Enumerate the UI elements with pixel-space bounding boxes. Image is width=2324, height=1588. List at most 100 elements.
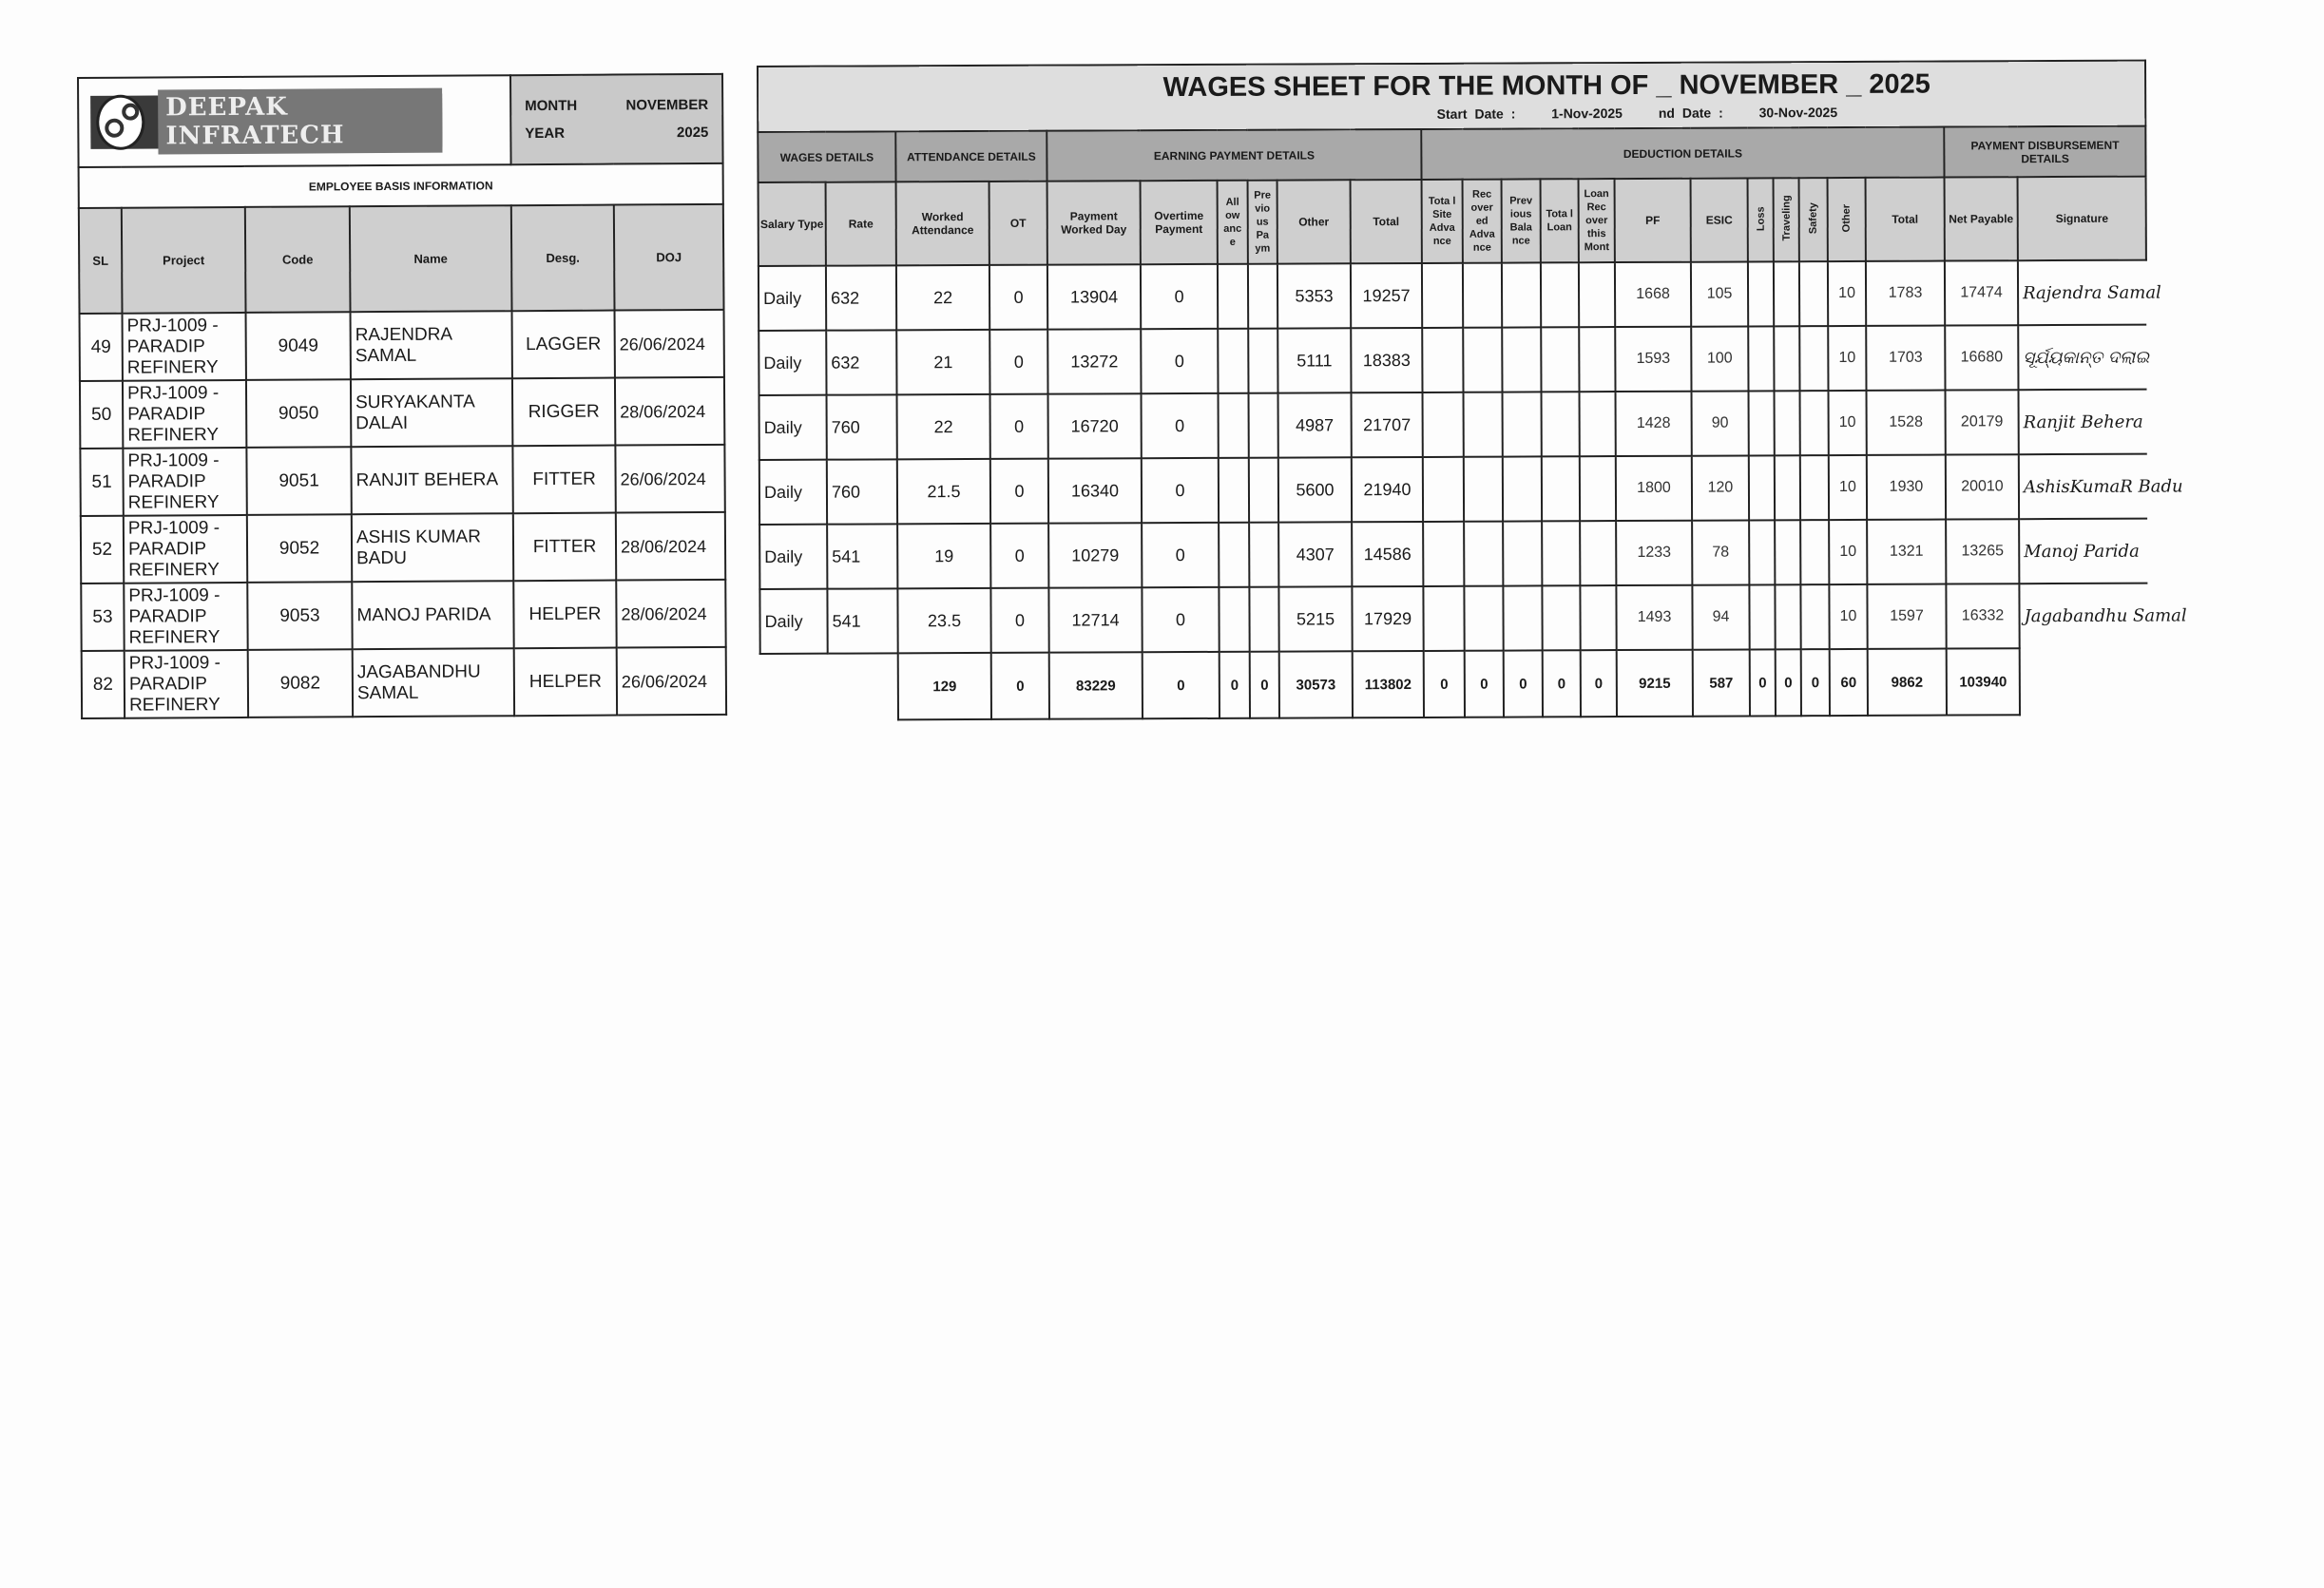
cell-prev xyxy=(1249,586,1279,652)
cell-dother: 10 xyxy=(1828,454,1868,521)
employee-row: 52 PRJ-1009 - PARADIP REFINERY 9052 ASHIS K… xyxy=(80,511,726,584)
cell-loanrec xyxy=(1579,327,1616,392)
cell-name: MANOJ PARIDA xyxy=(352,581,514,650)
column-header: Other xyxy=(1827,177,1866,262)
year-label: YEAR xyxy=(525,124,566,143)
cell-prevbal xyxy=(1502,327,1542,392)
cell-doj: 26/06/2024 xyxy=(615,444,725,513)
company-logo: DEEPAK INFRATECH xyxy=(90,87,443,155)
cell-loanrec xyxy=(1579,392,1616,457)
cell-name: RAJENDRA SAMAL xyxy=(350,311,512,380)
cell-siteadv xyxy=(1422,392,1464,457)
company-logo-cell: DEEPAK INFRATECH xyxy=(78,75,511,167)
cell-name: SURYAKANTA DALAI xyxy=(350,378,513,448)
cell-pwd: 13272 xyxy=(1047,329,1142,394)
cell-otpay: 0 xyxy=(1142,522,1220,588)
sheet-title: WAGES SHEET FOR THE MONTH OF _ NOVEMBER … xyxy=(1162,68,1930,104)
cell-loan xyxy=(1540,262,1580,328)
cell-code: 9050 xyxy=(245,379,352,448)
cell-siteadv xyxy=(1422,456,1465,522)
employee-row: 50 PRJ-1009 - PARADIP REFINERY 9050 SURYAKA… xyxy=(79,376,725,449)
total-loan: 0 xyxy=(1542,650,1581,717)
cell-loss xyxy=(1747,261,1775,327)
cell-sl: 51 xyxy=(80,448,124,516)
column-header-label: Safety xyxy=(1807,202,1819,235)
total-pwd: 83229 xyxy=(1048,652,1143,719)
cell-other: 5215 xyxy=(1278,586,1353,652)
signature: Manoj Parida xyxy=(2019,518,2148,584)
total-esic: 587 xyxy=(1692,649,1750,717)
cell-recadv xyxy=(1464,585,1504,651)
cell-travel xyxy=(1774,455,1801,521)
group-deduction: DEDUCTION DETAILS xyxy=(1421,126,1945,180)
cell-pf: 1668 xyxy=(1614,261,1692,328)
total-safety: 0 xyxy=(1800,649,1830,717)
cell-name: JAGABANDHU SAMAL xyxy=(352,648,515,717)
blank-cell xyxy=(760,654,828,720)
cell-att: 21 xyxy=(896,329,990,395)
year-value: 2025 xyxy=(676,124,709,142)
cell-safety xyxy=(1800,520,1830,585)
cell-allow xyxy=(1218,457,1250,523)
cell-sl: 82 xyxy=(81,650,125,718)
cell-travel xyxy=(1775,584,1801,650)
cell-otpay: 0 xyxy=(1141,328,1219,394)
cell-code: 9082 xyxy=(247,649,354,717)
cell-esic: 90 xyxy=(1691,391,1749,456)
column-header: Payment Worked Day xyxy=(1047,181,1141,265)
cell-rate: 541 xyxy=(827,524,898,589)
cell-att: 23.5 xyxy=(897,587,991,654)
column-header: Name xyxy=(349,205,512,313)
column-header: Safety xyxy=(1798,178,1828,262)
cell-dother: 10 xyxy=(1829,519,1868,585)
cell-total: 14586 xyxy=(1352,521,1424,587)
total-net: 103940 xyxy=(1946,648,2020,716)
cell-dtotal: 1930 xyxy=(1866,454,1947,520)
cell-rate: 760 xyxy=(826,459,898,525)
employee-row: 53 PRJ-1009 - PARADIP REFINERY 9053 MANOJ P… xyxy=(81,579,726,651)
cell-safety xyxy=(1799,326,1829,392)
cell-recadv xyxy=(1463,327,1503,392)
wage-row: Daily 541 19 0 10279 0 4307 14586 1233 78 10 1321 13… xyxy=(759,518,2148,589)
wage-row: Daily 760 21.5 0 16340 0 5600 21940 1800 120 10 193… xyxy=(759,453,2183,525)
cell-travel xyxy=(1773,261,1800,327)
column-header: Prev ious Bala nce xyxy=(1501,179,1541,263)
cell-dother: 10 xyxy=(1829,584,1868,650)
cell-allow xyxy=(1218,328,1249,393)
cell-desg: RIGGER xyxy=(511,377,616,447)
column-header-label: Loss xyxy=(1755,206,1767,231)
cell-loanrec xyxy=(1580,585,1617,651)
column-header: Net Payable xyxy=(1944,177,2018,261)
wage-row: Daily 632 22 0 13904 0 5353 19257 1668 105 10 1783 1… xyxy=(758,259,2161,331)
column-header: Traveling xyxy=(1773,178,1799,262)
group-attendance: ATTENDANCE DETAILS xyxy=(895,130,1047,182)
cell-desg: LAGGER xyxy=(511,310,615,379)
cell-desg: HELPER xyxy=(513,580,617,649)
cell-total: 21707 xyxy=(1351,392,1423,458)
cell-doj: 26/06/2024 xyxy=(616,646,727,716)
cell-prev xyxy=(1248,328,1278,393)
column-header: Project xyxy=(121,206,246,314)
cell-name: ASHIS KUMAR BADU xyxy=(351,513,514,583)
cell-esic: 120 xyxy=(1691,455,1750,521)
cell-esic: 100 xyxy=(1691,326,1749,392)
date-range: Start Date : 1-Nov-2025 nd Date : 30-Nov… xyxy=(1162,104,2141,123)
end-date: 30-Nov-2025 xyxy=(1758,105,1838,121)
cell-doj: 26/06/2024 xyxy=(614,309,724,378)
column-header: Total xyxy=(1865,177,1945,261)
total-recadv: 0 xyxy=(1464,650,1504,717)
cell-loss xyxy=(1749,520,1776,585)
employee-row: 51 PRJ-1009 - PARADIP REFINERY 9051 RANJIT … xyxy=(80,444,725,516)
wage-row: Daily 760 22 0 16720 0 4987 21707 1428 90 10 1528 20… xyxy=(759,389,2148,460)
cell-net: 13265 xyxy=(1946,519,2020,584)
cell-dtotal: 1703 xyxy=(1866,325,1946,391)
cell-project: PRJ-1009 - PARADIP REFINERY xyxy=(123,447,247,516)
cell-allow xyxy=(1219,586,1250,652)
cell-total: 17929 xyxy=(1352,585,1424,652)
wage-row: Daily 632 21 0 13272 0 5111 18383 1593 100 10 1703 1… xyxy=(759,324,2149,395)
group-wages: WAGES DETAILS xyxy=(758,131,896,182)
cell-desg: HELPER xyxy=(513,647,618,717)
company-name: DEEPAK INFRATECH xyxy=(158,87,443,155)
cell-pf: 1233 xyxy=(1616,520,1693,586)
cell-other: 5353 xyxy=(1277,263,1352,329)
